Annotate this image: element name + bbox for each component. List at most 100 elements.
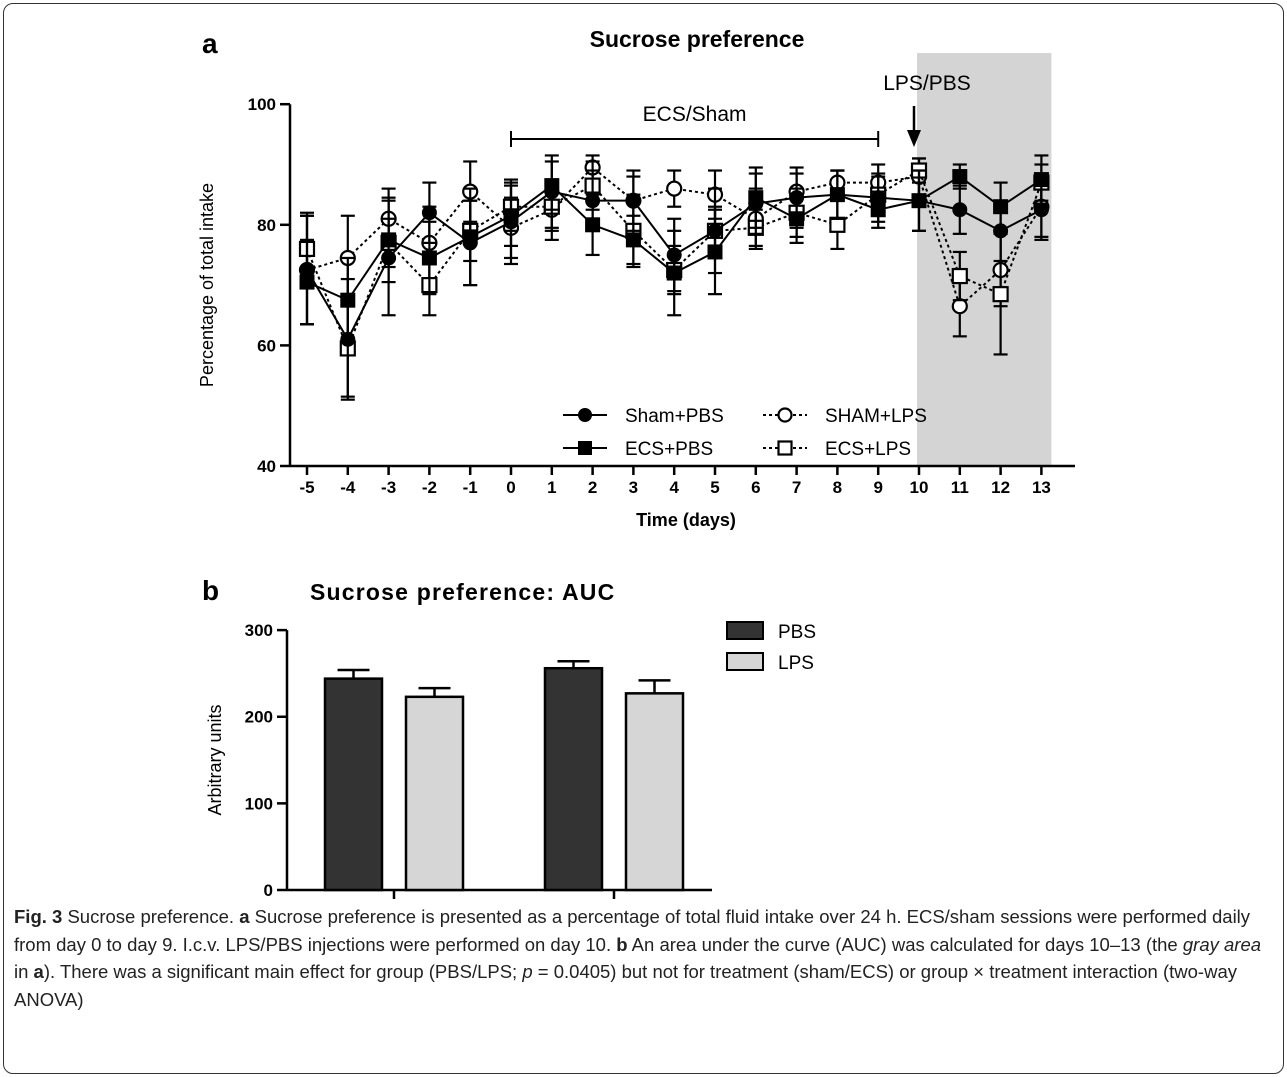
- data-point: [951, 298, 968, 315]
- ecs-sham-label: ECS/Sham: [643, 103, 747, 126]
- data-point: [666, 265, 682, 281]
- y-tick-label: 300: [245, 621, 273, 640]
- x-tick-label: 2: [588, 478, 597, 497]
- y-tick-label: 80: [257, 216, 276, 235]
- data-point: [789, 211, 805, 227]
- data-point: [952, 202, 968, 218]
- x-tick-label: 11: [951, 478, 969, 497]
- caption-ref-a-2: a: [33, 961, 44, 982]
- figure-canvas: a Sucrose preference Percentage of total…: [197, 26, 1075, 900]
- panel-b-y-label: Arbitrary units: [205, 704, 225, 815]
- x-tick-label: 9: [873, 478, 882, 497]
- legend: PBS LPS: [726, 621, 816, 674]
- caption-fig-label: Fig. 3: [14, 906, 63, 927]
- panel-b-title: Sucrose preference: AUC: [310, 579, 615, 605]
- x-tick-label: 13: [1032, 478, 1051, 497]
- bar: [404, 695, 465, 892]
- data-point: [748, 190, 764, 206]
- bar: [624, 692, 685, 892]
- data-point: [829, 187, 845, 203]
- x-tick-label: 8: [833, 478, 842, 497]
- data-point: [952, 169, 968, 185]
- lps-pbs-arrow-head: [907, 130, 921, 147]
- x-tick-label: 4: [669, 478, 679, 497]
- data-point: [381, 232, 397, 248]
- caption-ref-a: a: [239, 906, 250, 927]
- caption-text-4: in: [14, 961, 34, 982]
- data-point: [829, 216, 846, 233]
- data-point: [993, 199, 1009, 215]
- legend-marker: [578, 441, 592, 455]
- data-point: [299, 274, 315, 290]
- legend-label: PBS: [778, 622, 816, 643]
- data-point: [1033, 202, 1049, 218]
- data-point: [911, 193, 927, 209]
- caption-p-symbol: p: [522, 961, 533, 982]
- legend-swatch: [726, 652, 764, 671]
- legend-marker: [777, 440, 793, 456]
- caption-text-6: = 0.0405) but not for treatment (sham/EC…: [14, 961, 1237, 1010]
- legend-label: ECS+LPS: [825, 439, 911, 460]
- lps-pbs-label: LPS/PBS: [883, 72, 971, 95]
- data-point: [421, 250, 437, 266]
- y-tick-label: 100: [248, 95, 276, 114]
- panel-a-x-label: Time (days): [636, 510, 736, 530]
- panel-a-y-label: Percentage of total intake: [197, 183, 217, 387]
- caption-text-5: ). There was a significant main effect f…: [43, 961, 523, 982]
- caption-text-3: An area under the curve (AUC) was calcul…: [627, 933, 1183, 955]
- figure-frame: [3, 3, 1284, 1074]
- x-tick-label: 12: [991, 478, 1010, 497]
- data-point: [625, 193, 641, 209]
- data-point: [503, 208, 519, 224]
- x-tick-label: -3: [381, 478, 396, 497]
- x-tick-label: 5: [710, 478, 719, 497]
- data-point: [421, 205, 437, 221]
- data-point: [585, 217, 601, 233]
- x-tick-label: 6: [751, 478, 760, 497]
- y-tick-label: 200: [245, 708, 273, 727]
- y-tick-label: 60: [257, 336, 276, 355]
- legend-marker: [777, 407, 793, 423]
- x-tick-label: 1: [547, 478, 556, 497]
- legend: Sham+PBS SHAM+LPS ECS+PBS ECS+LPS: [563, 406, 927, 460]
- figure-caption: Fig. 3 Sucrose preference. a Sucrose pre…: [14, 903, 1276, 1013]
- caption-gray-area: gray area: [1182, 933, 1262, 955]
- data-point: [462, 229, 478, 245]
- panel-a-letter: a: [202, 28, 218, 59]
- legend-label: SHAM+LPS: [825, 406, 927, 427]
- legend-label: LPS: [778, 653, 814, 674]
- x-tick-label: 0: [506, 478, 515, 497]
- caption-text-2: Sucrose preference is presented as a per…: [14, 906, 1251, 955]
- series-ecs-pbs: [299, 154, 1049, 344]
- data-point: [870, 202, 886, 218]
- data-point: [707, 244, 723, 260]
- bar: [543, 666, 604, 892]
- data-point: [625, 232, 641, 248]
- data-point: [992, 286, 1009, 303]
- data-point: [1033, 172, 1049, 188]
- panel-a-title: Sucrose preference: [590, 26, 805, 52]
- shaded-region: [917, 53, 1052, 466]
- legend-label: Sham+PBS: [625, 406, 724, 427]
- panel-b-letter: b: [202, 575, 219, 606]
- data-point: [544, 178, 560, 194]
- y-tick-label: 40: [257, 457, 276, 476]
- x-tick-label: 3: [629, 478, 638, 497]
- x-tick-label: -2: [422, 478, 437, 497]
- caption-ref-b: b: [616, 933, 628, 955]
- bar: [323, 677, 384, 892]
- data-point: [666, 180, 683, 197]
- legend-label: ECS+PBS: [625, 439, 713, 460]
- x-tick-label: 7: [792, 478, 801, 497]
- data-point: [951, 267, 968, 285]
- caption-text-1: Sucrose preference.: [62, 906, 240, 927]
- legend-swatch: [726, 621, 764, 640]
- panel-b-plot: 0100200300ShamECSPBSLPS: [245, 621, 816, 900]
- x-tick-label: 10: [910, 478, 929, 497]
- y-tick-label: 0: [264, 881, 273, 900]
- x-tick-label: -4: [340, 478, 356, 497]
- data-point: [340, 292, 356, 308]
- legend-marker: [578, 408, 592, 422]
- x-tick-label: -1: [463, 478, 478, 497]
